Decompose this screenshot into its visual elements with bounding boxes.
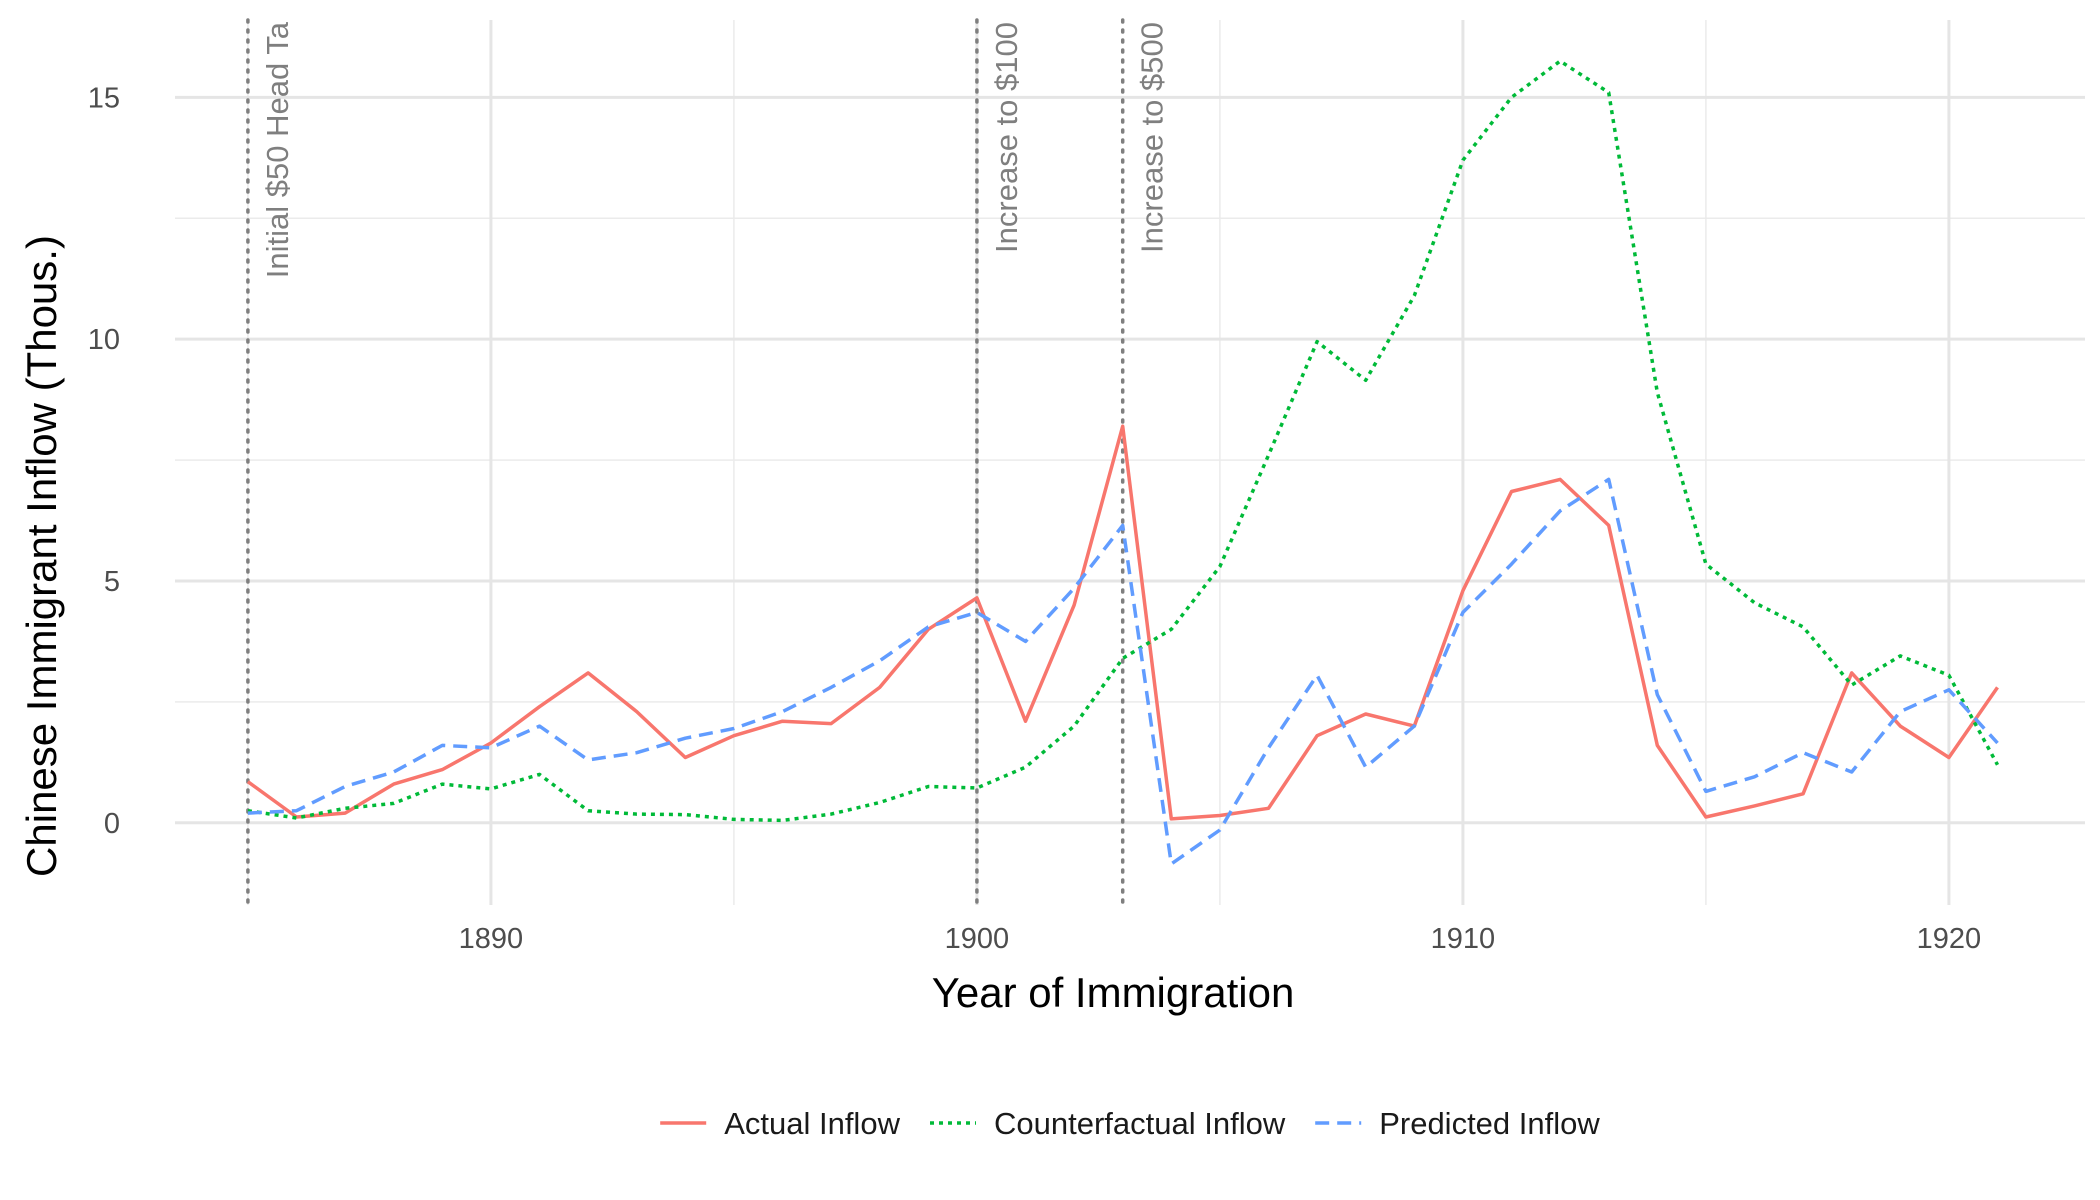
policy-vertical-lines	[246, 18, 1125, 907]
gridlines	[175, 20, 2085, 905]
series-line	[246, 424, 1999, 821]
legend-item: Counterfactual Inflow	[930, 1106, 1286, 1141]
tick-labels: 0 5 10 15 1890 1900 1910 1920	[88, 82, 1981, 955]
y-tick-label: 15	[88, 82, 120, 114]
x-tick-label: 1900	[945, 923, 1010, 955]
policy-annotations: Initial $50 Head Ta Increase to $100 Incre…	[260, 21, 1170, 278]
legend-item: Predicted Inflow	[1315, 1106, 1600, 1141]
x-tick-label: 1890	[459, 923, 524, 955]
x-axis-title: Year of Immigration	[932, 969, 1295, 1016]
legend-label: Predicted Inflow	[1379, 1106, 1600, 1141]
y-tick-label: 5	[104, 566, 120, 598]
legend-label: Actual Inflow	[724, 1106, 900, 1141]
series-line	[247, 477, 1999, 866]
y-axis-title: Chinese Immigrant Inflow (Thous.)	[18, 235, 65, 877]
legend-label: Counterfactual Inflow	[994, 1106, 1286, 1141]
x-tick-label: 1920	[1917, 923, 1982, 955]
policy-annotation: Initial $50 Head Ta	[260, 21, 295, 278]
y-tick-label: 10	[88, 324, 120, 356]
y-tick-label: 0	[104, 808, 120, 840]
legend: Actual Inflow Counterfactual Inflow Predic…	[660, 1106, 1600, 1141]
policy-annotation: Increase to $100	[989, 22, 1024, 253]
x-tick-label: 1910	[1431, 923, 1496, 955]
policy-annotation: Increase to $500	[1135, 22, 1170, 253]
data-series	[246, 59, 2000, 866]
series-line	[247, 59, 2000, 823]
legend-item: Actual Inflow	[660, 1106, 901, 1141]
